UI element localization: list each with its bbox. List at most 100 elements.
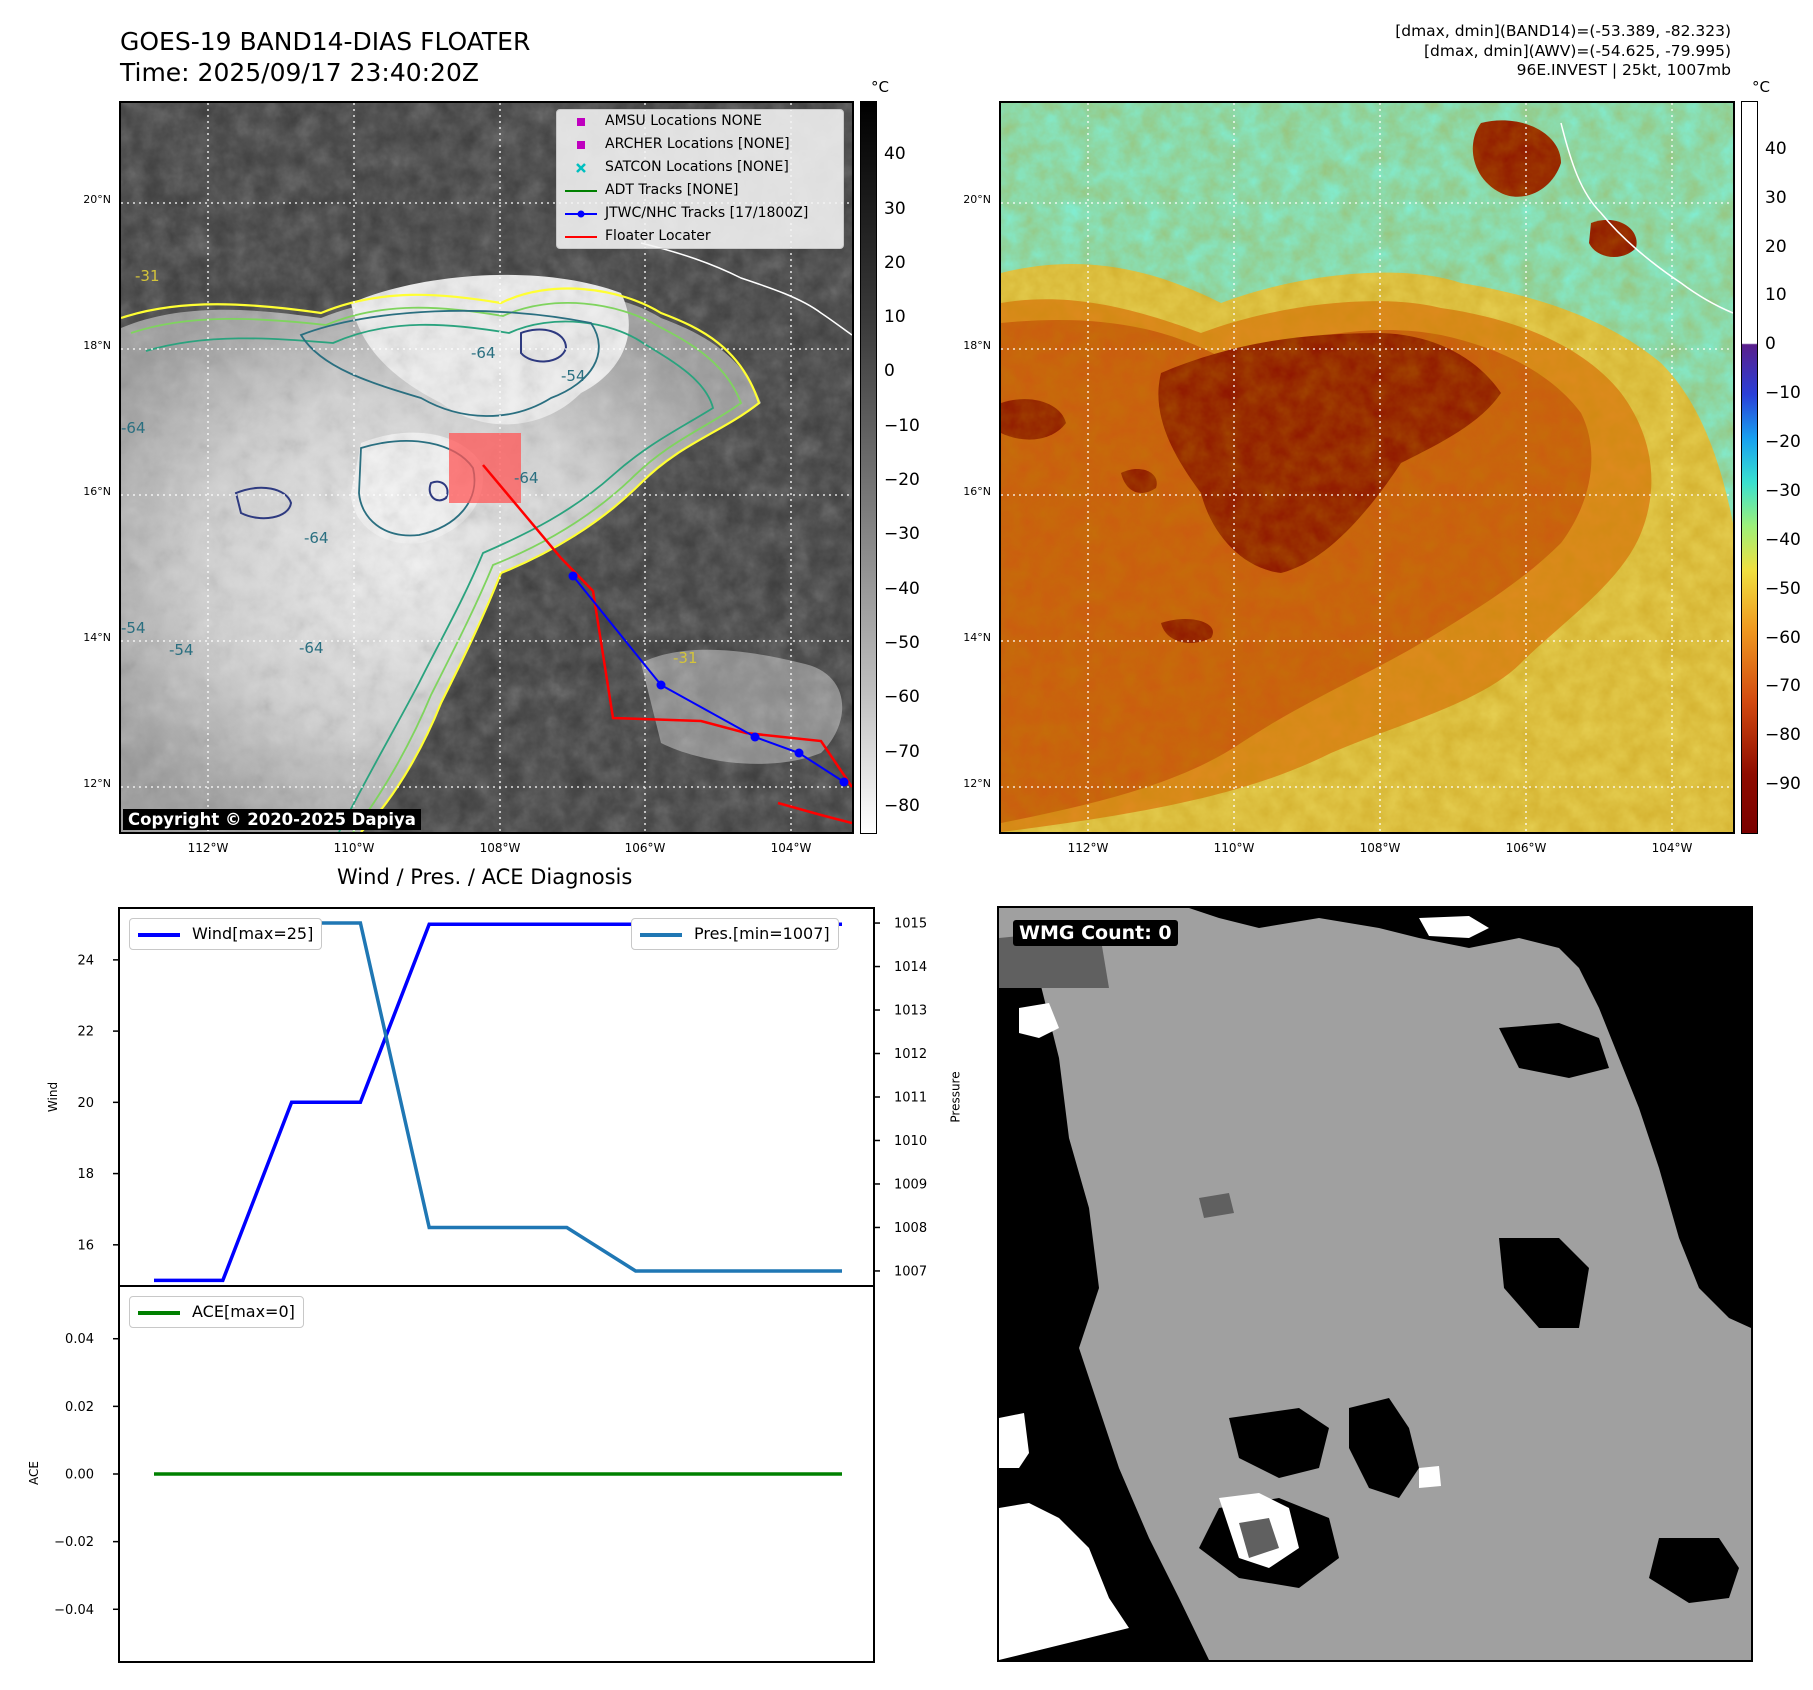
lat-tick: 14°N (83, 631, 111, 644)
y-tick-label: 1008 (894, 1221, 927, 1236)
colorbar-tick-label: −10 (1765, 383, 1801, 404)
legend-item: ARCHER Locations [NONE] (557, 133, 843, 156)
lat-tick: 18°N (963, 339, 991, 352)
wmg-panel: WMG Count: 0 (997, 906, 1753, 1662)
colorbar-tick-label: 20 (1765, 236, 1787, 257)
colorbar-tick-label: −80 (884, 795, 920, 816)
colorbar-tick-label: −60 (1765, 627, 1801, 648)
lon-tick: 108°W (479, 841, 521, 855)
legend-item: Floater Locater (557, 225, 843, 248)
contour-navy-1 (234, 486, 293, 520)
contour-label: -31 (135, 267, 160, 285)
colorbar-tick-label: −30 (1765, 480, 1801, 501)
wind-legend-label: Wind[max=25] (192, 924, 314, 943)
colorbar-tick-label: 0 (1765, 334, 1776, 355)
wind-legend-swatch (138, 933, 180, 937)
legend-label: SATCON Locations [NONE] (605, 159, 789, 175)
y-tick-label: −0.02 (54, 1535, 94, 1550)
y-tick-label: 0.04 (65, 1332, 94, 1347)
lon-tick: 110°W (333, 841, 375, 855)
wind-pres-axes (118, 907, 875, 1287)
colorbar-tick-label: −50 (1765, 578, 1801, 599)
contour-navy-3 (428, 480, 449, 502)
colorbar-tick-label: −20 (1765, 432, 1801, 453)
pressure-legend: Pres.[min=1007] (631, 918, 839, 950)
colorbar-left (860, 101, 877, 834)
colorbar-tick-label: 10 (1765, 285, 1787, 306)
wind-axis-label: Wind (46, 1081, 61, 1113)
pressure-legend-label: Pres.[min=1007] (694, 924, 830, 943)
ace-legend-label: ACE[max=0] (192, 1302, 295, 1321)
y-tick-label: 20 (77, 1096, 94, 1111)
lon-tick: 112°W (187, 841, 229, 855)
colorbar-tick-label: 20 (884, 252, 906, 273)
legend-label: ADT Tracks [NONE] (605, 182, 739, 198)
legend-marker-line (565, 236, 597, 238)
lat-tick: 12°N (963, 777, 991, 790)
colorbar-tick-label: −40 (1765, 529, 1801, 550)
y-tick-label: 18 (77, 1167, 94, 1182)
y-tick-label: 1011 (894, 1091, 927, 1106)
pressure-series-line (154, 921, 842, 1273)
info-storm: 96E.INVEST | 25kt, 1007mb (1516, 61, 1731, 79)
y-tick-label: 1009 (894, 1177, 927, 1192)
lat-tick: 20°N (83, 193, 111, 206)
ace-ticks: −0.04 −0.02 0.00 0.02 0.04 (54, 1332, 119, 1618)
contour-green (130, 302, 743, 832)
legend-item: SATCON Locations [NONE] (557, 156, 843, 179)
floater-locater-track-2 (777, 801, 852, 825)
y-tick-label: 1007 (894, 1264, 927, 1279)
legend-label: ARCHER Locations [NONE] (605, 136, 790, 152)
legend-item: JTWC/NHC Tracks [17/1800Z] (557, 202, 843, 225)
info-block: [dmax, dmin](BAND14)=(-53.389, -82.323) … (1131, 22, 1731, 81)
map-legend: AMSU Locations NONE ARCHER Locations [NO… (556, 109, 844, 249)
y-tick-label: 0.02 (65, 1400, 94, 1415)
floater-locater-track (482, 464, 852, 788)
ace-legend-swatch (138, 1311, 180, 1315)
wmg-black-regions (999, 908, 1751, 1660)
contour-label: -64 (121, 419, 146, 437)
wind-legend: Wind[max=25] (129, 918, 323, 950)
colorbar-tick-label: 30 (884, 198, 906, 219)
lat-tick: 18°N (83, 339, 111, 352)
y-tick-label: 1013 (894, 1004, 927, 1019)
lat-tick: 20°N (963, 193, 991, 206)
pressure-axis-label: Pressure (948, 1071, 963, 1123)
jtwc-track-points (568, 571, 849, 787)
legend-label: Floater Locater (605, 228, 711, 244)
coastline (1560, 122, 1733, 314)
ace-axis-label: ACE (26, 1461, 41, 1485)
right-map-panel (999, 101, 1735, 834)
contour-label: -54 (561, 367, 586, 385)
y-tick-label: −0.04 (54, 1603, 94, 1618)
lon-tick: 104°W (1651, 841, 1693, 855)
colorbar-tick-label: −30 (884, 524, 920, 545)
left-map-panel: -64 -64 -64 -64 -54 -54 -54 -31 -31 -64 … (119, 101, 854, 834)
legend-marker-line (565, 190, 597, 192)
contour-label: -64 (514, 469, 539, 487)
colorbar-tick-label: 40 (1765, 138, 1787, 159)
contour-yellow (121, 287, 761, 832)
wmg-image (999, 908, 1751, 1660)
colorbar-right (1741, 101, 1758, 834)
y-tick-label: 16 (77, 1238, 94, 1253)
gridlines (1001, 103, 1733, 832)
colorbar-tick-label: −90 (1765, 774, 1801, 795)
contour-navy-2 (520, 328, 568, 363)
right-map-image (1001, 103, 1733, 832)
legend-marker-line-dot (565, 210, 597, 218)
colorbar-tick-label: −20 (884, 470, 920, 491)
colorbar-unit-right: °C (1752, 78, 1770, 96)
colorbar-tick-label: 40 (884, 144, 906, 165)
chart-time: Time: 2025/09/17 23:40:20Z (120, 58, 479, 87)
pressure-legend-swatch (640, 933, 682, 937)
colorbar-tick-label: 0 (884, 361, 895, 382)
lat-tick: 16°N (83, 485, 111, 498)
colorbar-tick-label: −40 (884, 578, 920, 599)
legend-label: JTWC/NHC Tracks [17/1800Z] (605, 205, 809, 221)
y-tick-label: 24 (77, 953, 94, 968)
lon-tick: 106°W (1505, 841, 1547, 855)
y-tick-label: 1012 (894, 1047, 927, 1062)
colorbar-tick-label: 30 (1765, 187, 1787, 208)
legend-item: ADT Tracks [NONE] (557, 179, 843, 202)
